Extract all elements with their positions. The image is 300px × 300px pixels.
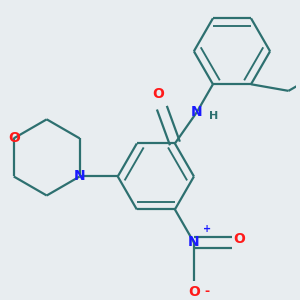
Text: O: O bbox=[188, 285, 200, 299]
Text: O: O bbox=[234, 232, 246, 246]
Text: H: H bbox=[209, 111, 218, 121]
Text: O: O bbox=[8, 131, 20, 146]
Text: N: N bbox=[191, 105, 203, 119]
Text: +: + bbox=[203, 224, 211, 234]
Text: N: N bbox=[188, 236, 200, 249]
Text: -: - bbox=[205, 285, 210, 298]
Text: O: O bbox=[152, 87, 164, 101]
Text: N: N bbox=[74, 169, 85, 184]
